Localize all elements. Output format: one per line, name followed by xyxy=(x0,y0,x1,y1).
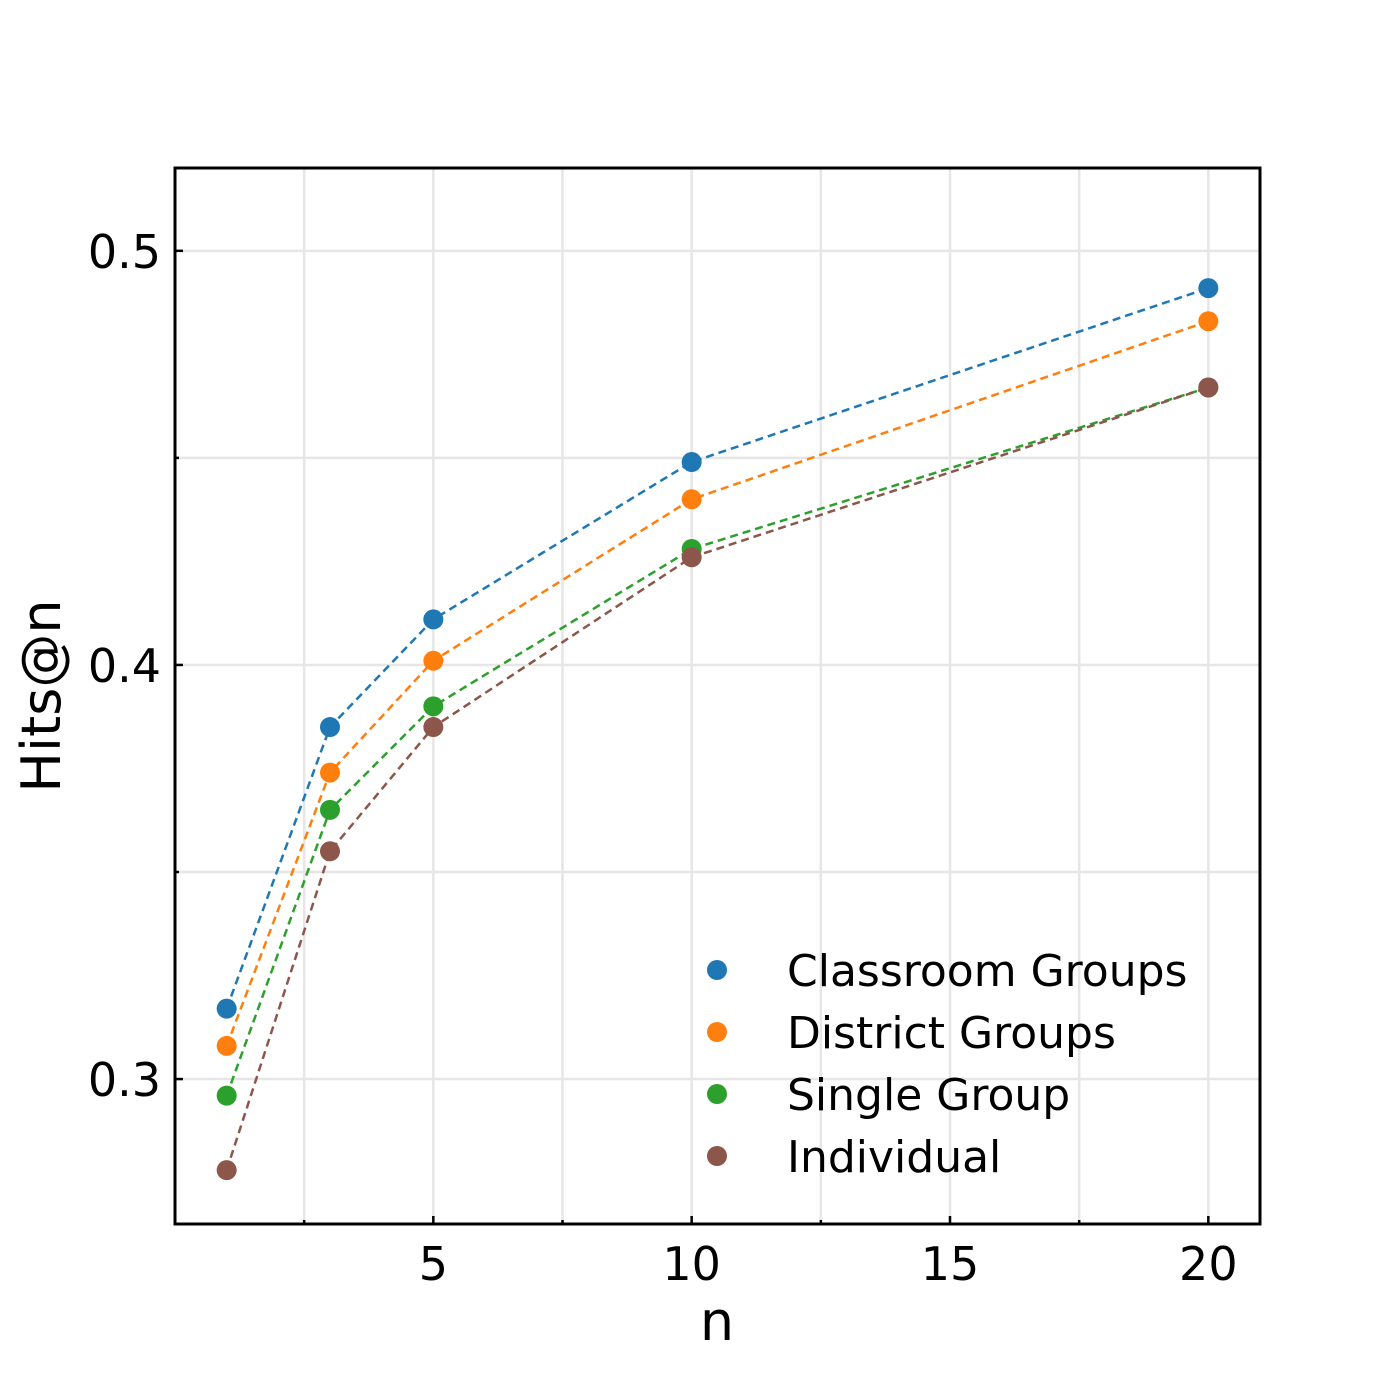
grid xyxy=(175,168,1260,1224)
y-axis-label: Hits@n xyxy=(10,599,73,792)
legend-marker xyxy=(707,1146,727,1166)
data-point xyxy=(1198,278,1219,299)
data-point xyxy=(681,489,702,510)
data-point xyxy=(320,717,340,738)
data-point xyxy=(423,696,444,717)
x-tick-label: 15 xyxy=(921,1237,980,1291)
legend-label: Classroom Groups xyxy=(787,946,1187,997)
legend-marker xyxy=(707,960,727,980)
data-point xyxy=(681,452,702,473)
data-point xyxy=(320,841,340,862)
data-point xyxy=(681,547,702,568)
y-tick-label: 0.5 xyxy=(88,225,161,279)
legend-marker xyxy=(707,1084,727,1104)
tick-labels: 5 10 15 20 0.3 0.4 0.5 xyxy=(88,225,1238,1291)
series-line xyxy=(225,286,1209,1010)
data-point xyxy=(216,1160,237,1181)
legend-label: District Groups xyxy=(787,1008,1116,1059)
data-point xyxy=(216,1085,237,1106)
x-tick-label: 5 xyxy=(419,1237,448,1291)
data-point xyxy=(320,799,340,820)
series-line xyxy=(225,320,1209,1047)
series-points xyxy=(216,278,1219,1181)
legend-marker xyxy=(707,1022,727,1042)
data-point xyxy=(1198,311,1219,332)
data-point xyxy=(216,1035,237,1056)
legend-label: Individual xyxy=(787,1132,1001,1183)
series-line xyxy=(225,386,1209,1097)
x-tick-label: 20 xyxy=(1179,1237,1238,1291)
y-tick-label: 0.4 xyxy=(88,639,161,693)
data-point xyxy=(423,717,444,738)
data-point xyxy=(423,650,444,671)
axis-ticks xyxy=(175,249,1210,1224)
data-point xyxy=(1198,377,1219,398)
legend: Classroom Groups District Groups Single Gr… xyxy=(707,946,1187,1183)
legend-label: Single Group xyxy=(787,1070,1070,1121)
data-point xyxy=(216,998,237,1019)
y-tick-label: 0.3 xyxy=(88,1053,161,1107)
data-point xyxy=(423,609,444,630)
x-tick-label: 10 xyxy=(662,1237,721,1291)
plot-frame xyxy=(173,166,1262,1226)
x-axis-label: n xyxy=(700,1290,734,1353)
data-point xyxy=(320,762,340,783)
